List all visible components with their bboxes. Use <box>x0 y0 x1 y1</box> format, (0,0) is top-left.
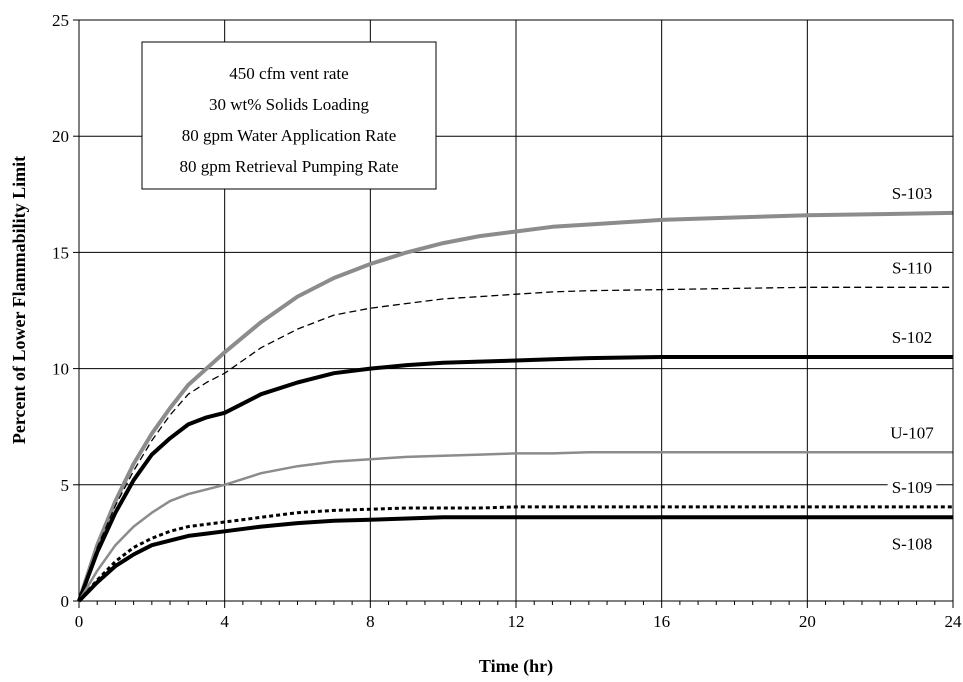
series-label-bg <box>887 327 937 348</box>
y-tick-label: 15 <box>52 243 69 262</box>
annotation-line-3: 80 gpm Water Application Rate <box>182 126 397 145</box>
series-line-s-109 <box>77 505 953 602</box>
series-label-s-103: S-103 <box>892 184 933 203</box>
x-tick-label: 8 <box>366 612 375 631</box>
annotation-line-2: 30 wt% Solids Loading <box>209 95 370 114</box>
x-tick-label: 20 <box>799 612 816 631</box>
x-tick-label: 24 <box>945 612 963 631</box>
annotation-box: 450 cfm vent rate 30 wt% Solids Loading … <box>141 41 437 190</box>
series-line-s-110 <box>78 286 953 602</box>
series-labels: S-103 S-110 S-102 U-107 S-109 S-108 <box>886 182 939 555</box>
series-label-bg <box>886 422 939 444</box>
y-tick-label: 0 <box>61 592 70 611</box>
series-label-u-107: U-107 <box>890 423 934 442</box>
y-axis-title: Percent of Lower Flammability Limit <box>9 156 29 444</box>
series-label-bg <box>887 476 937 498</box>
y-tick-label: 10 <box>52 360 69 379</box>
y-tick-label: 25 <box>52 11 69 30</box>
y-tick-label: 20 <box>52 127 69 146</box>
series-label-s-102: S-102 <box>892 328 933 347</box>
axes: 0 5 10 15 20 25 0 4 8 12 16 20 24 <box>52 11 962 631</box>
series-label-s-109: S-109 <box>892 478 933 497</box>
y-tick-label: 5 <box>61 476 70 495</box>
annotation-line-1: 450 cfm vent rate <box>229 64 348 83</box>
x-tick-label: 16 <box>653 612 670 631</box>
x-tick-label: 0 <box>75 612 84 631</box>
series-line-s-102 <box>77 355 953 602</box>
annotation-line-4: 80 gpm Retrieval Pumping Rate <box>179 157 398 176</box>
series-label-bg <box>887 533 937 555</box>
series-label-bg <box>887 182 937 204</box>
series-line-s-103 <box>77 210 954 602</box>
series-lines <box>77 210 954 603</box>
x-axis-title: Time (hr) <box>479 656 553 677</box>
series-line-s-108 <box>77 515 953 603</box>
series-line-u-107 <box>77 451 953 602</box>
series-label-s-110: S-110 <box>892 258 932 277</box>
x-tick-label: 12 <box>508 612 525 631</box>
series-label-s-108: S-108 <box>892 534 933 553</box>
series-label-bg <box>888 257 936 279</box>
x-tick-label: 4 <box>220 612 229 631</box>
